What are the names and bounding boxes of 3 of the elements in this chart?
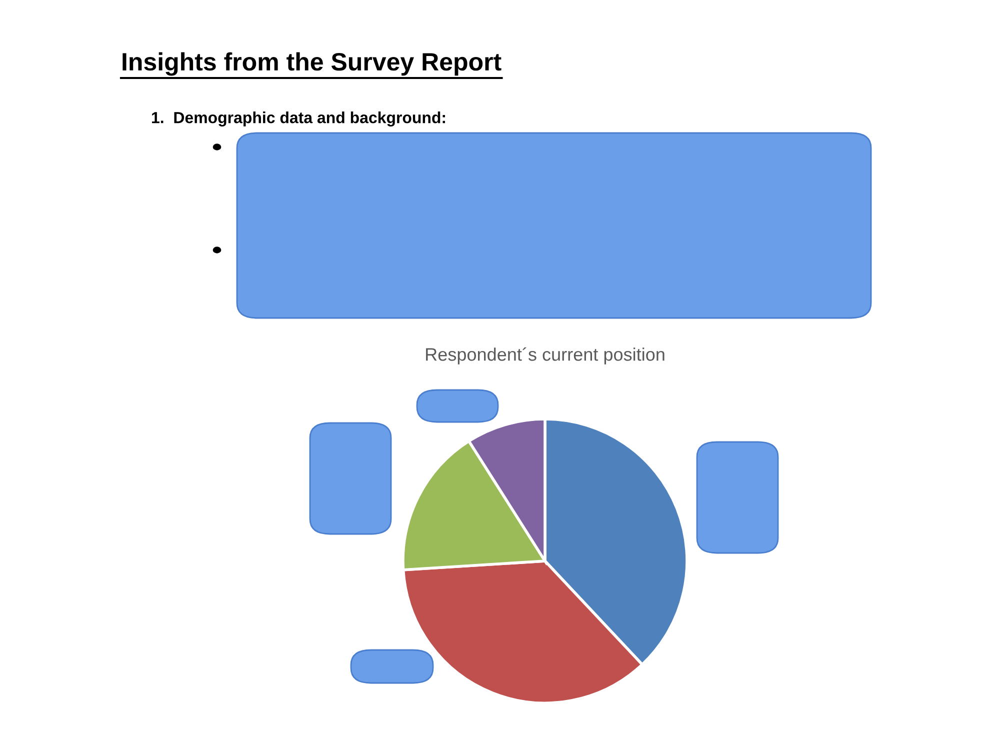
text: 1. Demographic data and background: — [152, 112, 445, 126]
text: Insights from the Survey Report — [122, 52, 502, 76]
chart-title: Respondent´s current position — [426, 347, 664, 364]
